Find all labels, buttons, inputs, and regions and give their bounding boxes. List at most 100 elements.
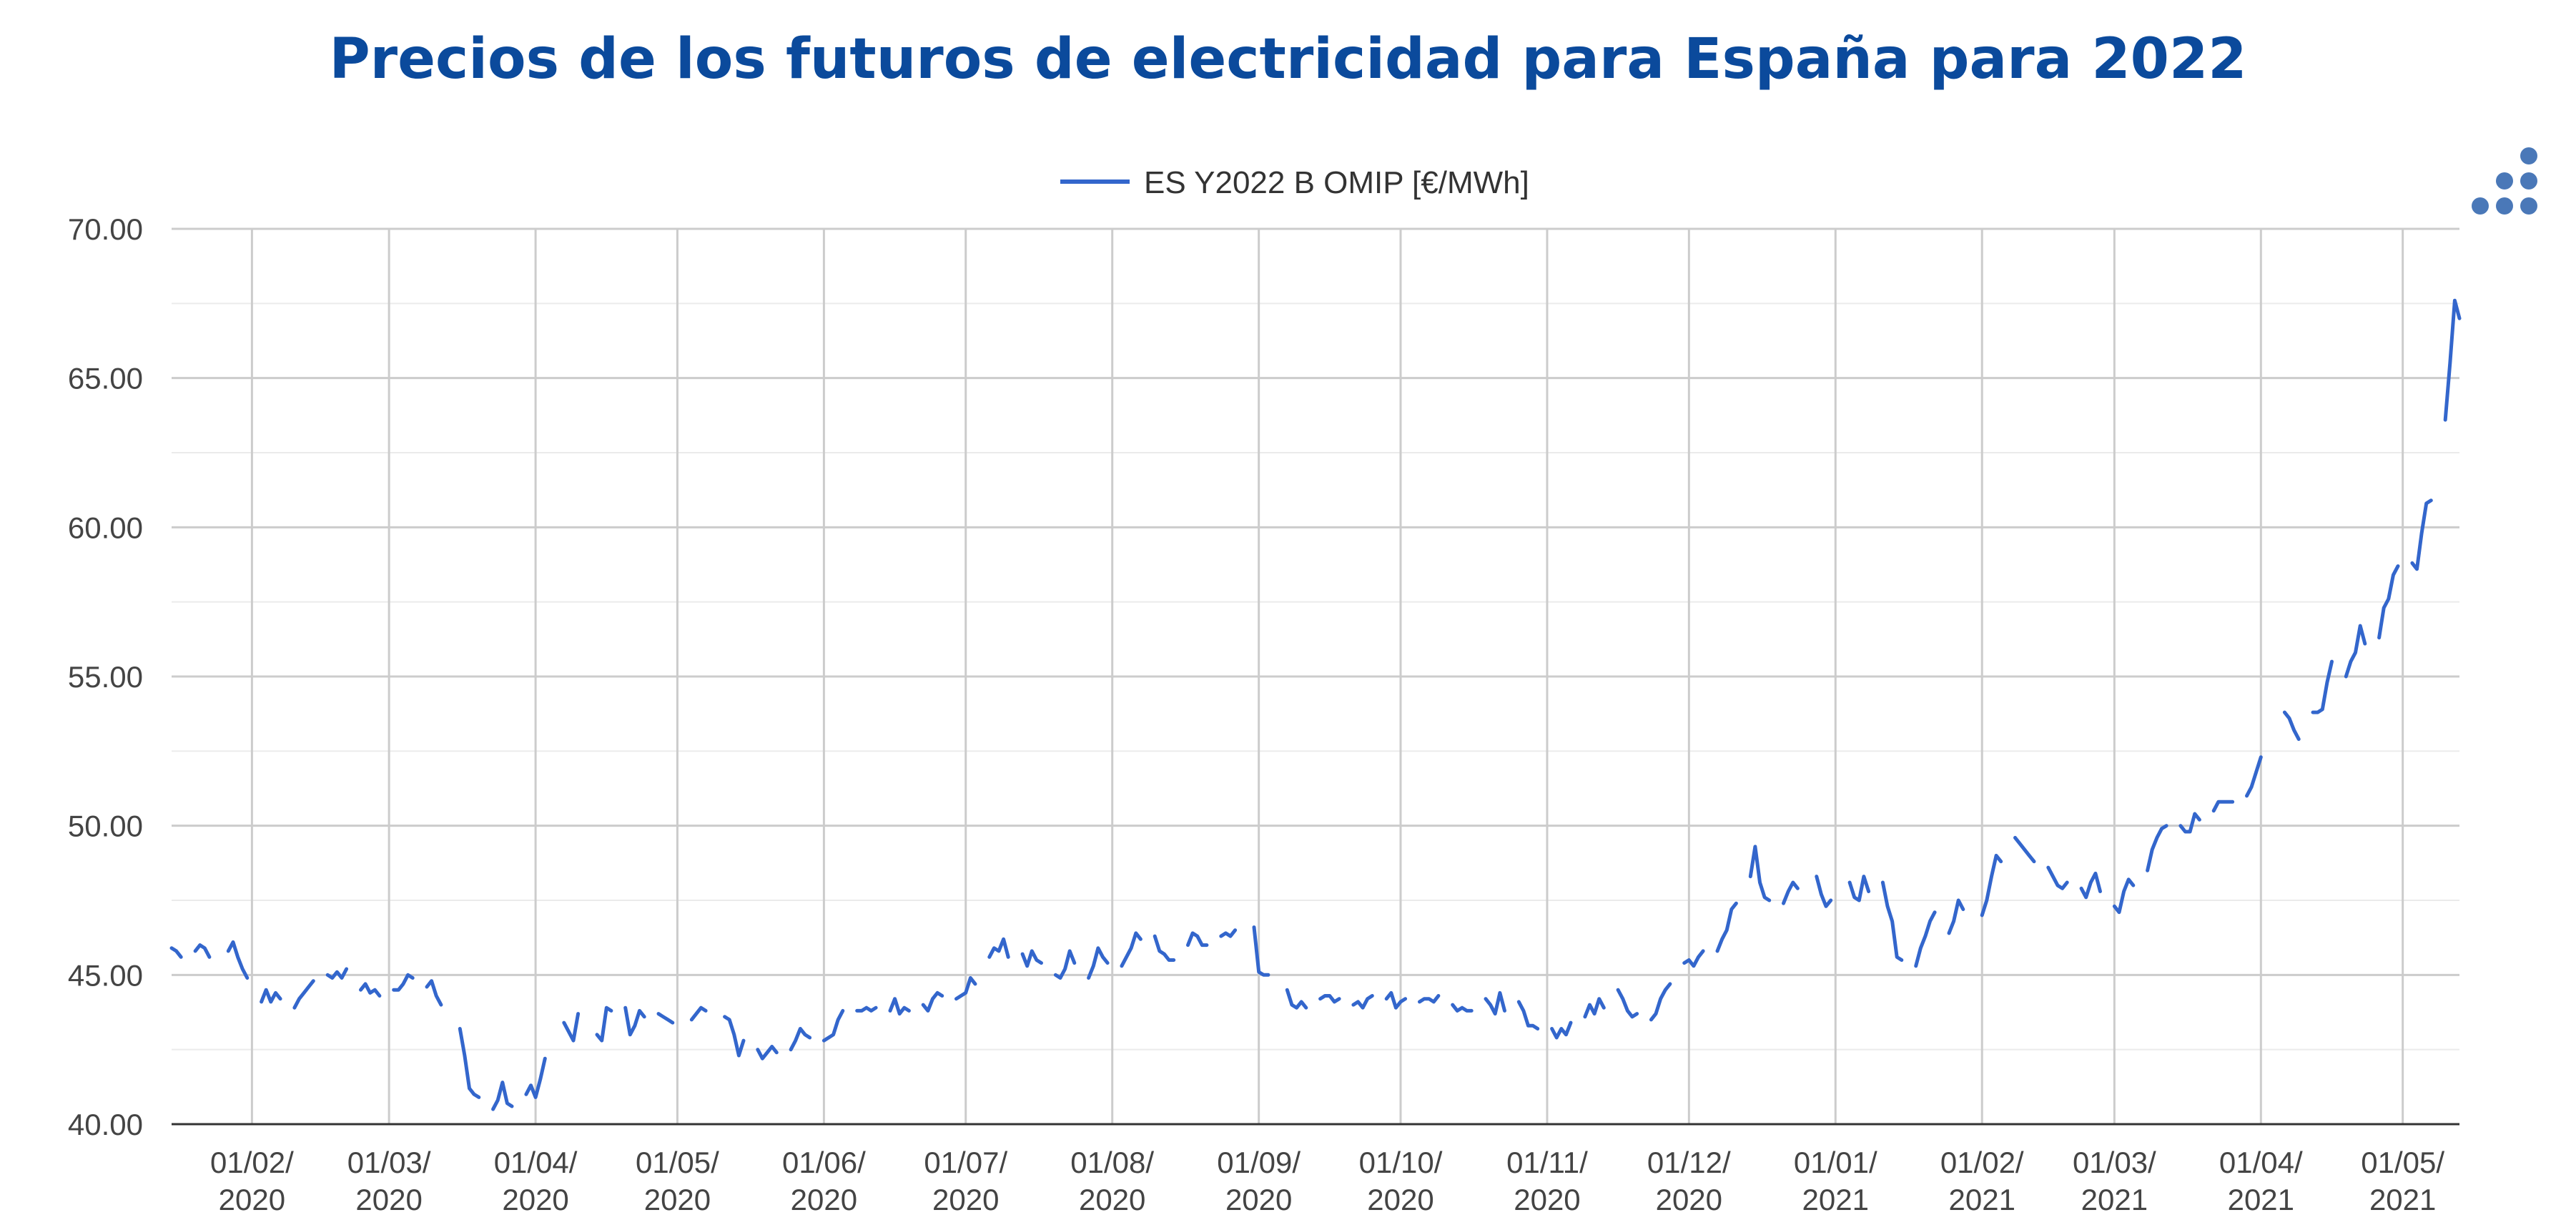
series-line-segment — [1682, 949, 1705, 968]
x-tick-label: 01/01/2021 — [1794, 1146, 1877, 1216]
series-line-segment — [392, 973, 415, 992]
series-line-segment — [1815, 875, 1833, 908]
series-line-segment — [888, 997, 911, 1016]
y-tick-label: 70.00 — [68, 212, 143, 246]
series-line-segment — [756, 1045, 779, 1061]
series-line-segment — [2410, 498, 2433, 571]
series-line-segment — [1550, 1020, 1573, 1040]
series-line-segment — [689, 1005, 708, 1022]
x-tick-label: 01/06/2020 — [782, 1146, 866, 1216]
series-line-segment — [1053, 949, 1077, 980]
y-tick-label: 55.00 — [68, 660, 143, 694]
x-tick-label: 01/03/2021 — [2073, 1146, 2156, 1216]
series-line-segment — [2178, 812, 2201, 834]
series-line-segment — [2112, 877, 2136, 915]
series-line-segment — [562, 1012, 581, 1043]
x-tick-label: 01/07/2020 — [924, 1146, 1007, 1216]
series-line-segment — [1318, 994, 1341, 1004]
series-line-segment — [1616, 988, 1639, 1019]
x-tick-label: 01/02/2021 — [1940, 1146, 2024, 1216]
series-line-segment — [2311, 659, 2334, 714]
series-line-segment — [1285, 988, 1308, 1010]
x-tick-label: 01/03/2020 — [347, 1146, 431, 1216]
series-line-segment — [2282, 710, 2301, 742]
x-tick-label: 01/12/2020 — [1647, 1146, 1731, 1216]
series-line-segment — [1847, 875, 1871, 902]
series-line-segment — [1782, 880, 1800, 905]
x-tick-label: 01/10/2020 — [1359, 1146, 1443, 1216]
x-axis-ticks: 01/02/2020 01/03/2020 01/04/2020 01/05/2020… — [210, 1146, 2444, 1216]
series-line-segment — [2344, 624, 2367, 679]
series-line-segment — [1384, 990, 1408, 1010]
series-line-segment — [2377, 564, 2400, 640]
x-tick-label: 01/05/2020 — [636, 1146, 719, 1216]
x-tick-label: 01/04/2020 — [494, 1146, 578, 1216]
y-tick-label: 40.00 — [68, 1108, 143, 1141]
legend[interactable]: ES Y2022 B OMIP [€/MWh] — [1060, 165, 1529, 200]
series-line-segment — [2211, 800, 2235, 813]
series-line-segment — [2245, 755, 2263, 798]
x-tick-label: 01/08/2020 — [1070, 1146, 1154, 1216]
series-line-segment — [623, 1005, 646, 1037]
series-line-segment — [656, 1012, 675, 1025]
chart-title: Precios de los futuros de electricidad p… — [329, 27, 2247, 92]
x-tick-label: 01/05/2021 — [2361, 1146, 2444, 1216]
series-es-y2022 — [169, 298, 2462, 1111]
series-line-segment — [359, 982, 382, 998]
series-line-segment — [855, 1005, 878, 1013]
series-line-segment — [1020, 949, 1043, 968]
series-line-segment — [226, 940, 250, 980]
series-line-segment — [1516, 1000, 1540, 1030]
series-line-segment — [2079, 871, 2102, 900]
x-tick-label: 01/11/2020 — [1506, 1146, 1588, 1216]
series-line-segment — [1880, 880, 1904, 962]
series-line-segment — [2443, 298, 2462, 422]
series-line-segment — [821, 1008, 845, 1043]
series-line-segment — [292, 979, 315, 1010]
series-line-segment — [1649, 982, 1672, 1022]
y-axis-ticks: 40.00 45.00 50.00 55.00 60.00 65.00 70.00 — [68, 212, 143, 1141]
y-tick-label: 45.00 — [68, 958, 143, 992]
series-line-segment — [921, 990, 944, 1013]
series-line-segment — [169, 946, 183, 959]
series-line-segment — [1914, 910, 1937, 968]
chart-menu-icon[interactable] — [2472, 147, 2537, 215]
series-line-segment — [1252, 925, 1270, 977]
series-line-segment — [260, 988, 282, 1004]
y-tick-label: 50.00 — [68, 810, 143, 843]
series-line-segment — [595, 1005, 613, 1043]
legend-label: ES Y2022 B OMIP [€/MWh] — [1144, 165, 1529, 200]
series-line-segment — [1087, 946, 1110, 980]
x-tick-label: 01/04/2021 — [2219, 1146, 2303, 1216]
series-line-segment — [1418, 994, 1441, 1004]
series-line-segment — [458, 1027, 481, 1099]
series-line-segment — [1947, 898, 1965, 935]
series-line-segment — [2013, 835, 2036, 864]
series-line-segment — [1351, 994, 1374, 1010]
series-line-segment — [425, 979, 443, 1007]
series-line-segment — [1748, 845, 1772, 902]
series-line-segment — [2146, 824, 2168, 872]
grid — [172, 227, 2459, 1126]
series-line-segment — [789, 1027, 812, 1052]
series-line-segment — [1484, 990, 1506, 1016]
series-line-segment — [193, 943, 212, 959]
series-line-segment — [1186, 931, 1209, 948]
series-line-segment — [723, 1015, 746, 1058]
series-line-segment — [524, 1056, 547, 1099]
series-line-segment — [1219, 928, 1238, 938]
x-tick-label: 01/02/2020 — [210, 1146, 294, 1216]
series-line-segment — [1715, 901, 1738, 953]
x-tick-label: 01/09/2020 — [1217, 1146, 1301, 1216]
series-line-segment — [987, 937, 1010, 959]
series-line-segment — [1120, 931, 1143, 968]
series-line-segment — [325, 967, 349, 980]
y-tick-label: 65.00 — [68, 362, 143, 395]
series-line-segment — [491, 1081, 514, 1111]
series-line-segment — [1153, 934, 1176, 962]
series-line-segment — [2046, 865, 2069, 890]
series-line-segment — [1451, 1003, 1474, 1013]
series-line-segment — [1583, 997, 1606, 1019]
y-tick-label: 60.00 — [68, 511, 143, 544]
